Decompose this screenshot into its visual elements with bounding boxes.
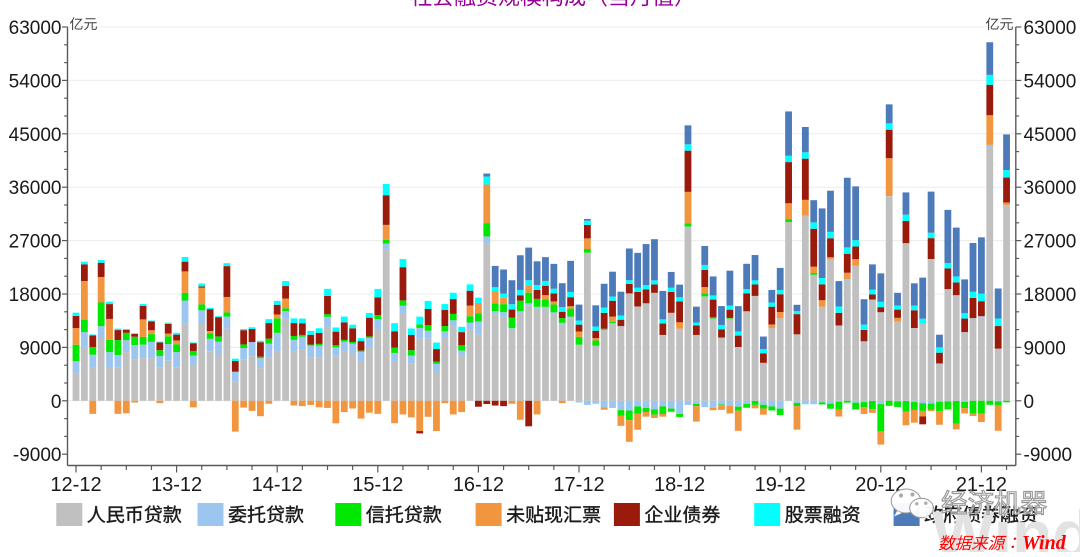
svg-text:0: 0 xyxy=(51,392,62,413)
svg-text:0: 0 xyxy=(1024,392,1035,413)
svg-text:15-12: 15-12 xyxy=(352,474,403,496)
svg-text:13-12: 13-12 xyxy=(151,474,202,496)
svg-text:Wind: Wind xyxy=(1022,532,1067,552)
svg-text:17-12: 17-12 xyxy=(553,474,604,496)
svg-text:27000: 27000 xyxy=(1024,232,1077,253)
svg-text:63000: 63000 xyxy=(9,18,62,39)
svg-text:18000: 18000 xyxy=(9,285,62,306)
svg-text:18000: 18000 xyxy=(1024,285,1077,306)
svg-text:19-12: 19-12 xyxy=(755,474,806,496)
svg-text:12-12: 12-12 xyxy=(50,474,101,496)
svg-text:-9000: -9000 xyxy=(13,445,62,466)
svg-text:45000: 45000 xyxy=(1024,125,1077,146)
svg-text:63000: 63000 xyxy=(1024,18,1077,39)
svg-text:9000: 9000 xyxy=(19,338,61,359)
svg-text:54000: 54000 xyxy=(1024,71,1077,92)
svg-text:36000: 36000 xyxy=(9,178,62,199)
svg-text:14-12: 14-12 xyxy=(252,474,303,496)
svg-text:45000: 45000 xyxy=(9,125,62,146)
svg-text:18-12: 18-12 xyxy=(654,474,705,496)
svg-text:54000: 54000 xyxy=(9,71,62,92)
svg-text:9000: 9000 xyxy=(1024,338,1066,359)
svg-text:27000: 27000 xyxy=(9,232,62,253)
svg-text:36000: 36000 xyxy=(1024,178,1077,199)
svg-text:16-12: 16-12 xyxy=(453,474,504,496)
svg-text:-9000: -9000 xyxy=(1024,445,1073,466)
